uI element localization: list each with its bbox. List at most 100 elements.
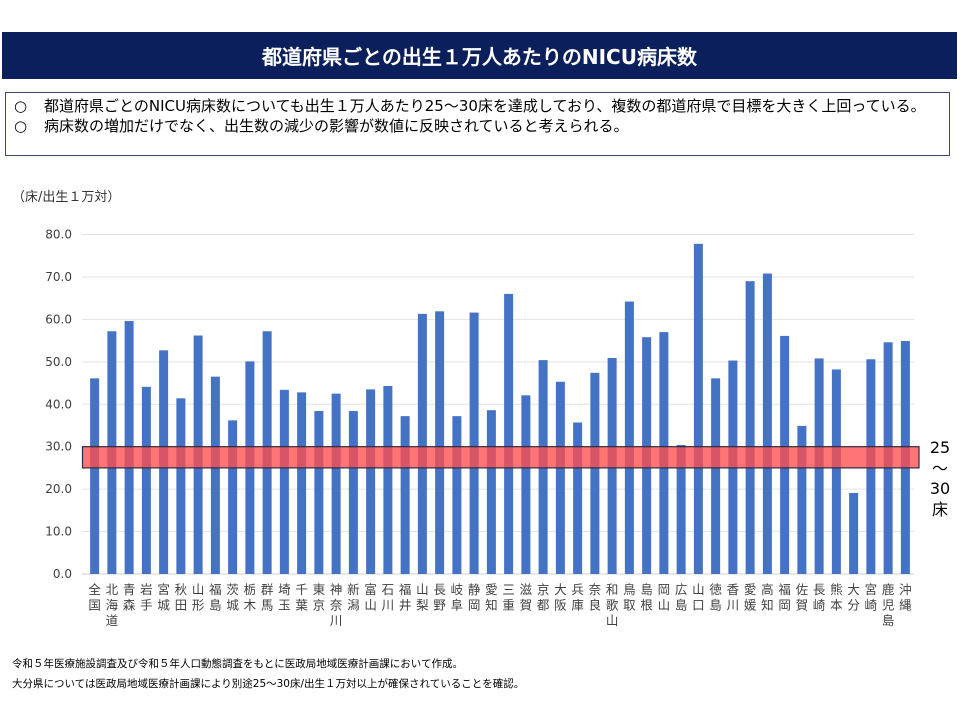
x-tick-char: 阪 bbox=[554, 598, 567, 613]
x-tick-char: 児 bbox=[882, 598, 895, 613]
x-tick-char: 根 bbox=[640, 598, 653, 613]
bar bbox=[573, 422, 583, 574]
x-tick-label: 愛媛 bbox=[744, 582, 757, 613]
bar bbox=[504, 293, 514, 574]
bar bbox=[383, 386, 393, 574]
x-tick-label: 三重 bbox=[502, 582, 515, 613]
bar bbox=[435, 311, 445, 574]
x-tick-label: 香川 bbox=[727, 582, 740, 613]
x-tick-char: 神 bbox=[330, 582, 343, 597]
bar bbox=[366, 389, 376, 574]
target-label-line: ～ bbox=[931, 458, 948, 478]
target-band-layer bbox=[81, 446, 920, 469]
x-tick-char: 滋 bbox=[520, 582, 533, 597]
bar bbox=[331, 393, 341, 574]
y-tick-label: 20.0 bbox=[45, 482, 72, 496]
x-tick-char: 埼 bbox=[278, 582, 291, 597]
circle-bullet-icon: ○ bbox=[14, 97, 28, 115]
bar bbox=[297, 392, 307, 574]
x-tick-char: 崎 bbox=[813, 598, 826, 613]
summary-text: 病床数の増加だけでなく、出生数の減少の影響が数値に反映されていると考えられる。 bbox=[44, 117, 629, 135]
bar bbox=[452, 416, 462, 574]
x-tick-char: 京 bbox=[313, 598, 326, 613]
x-tick-char: 岡 bbox=[658, 582, 671, 597]
x-tick-label: 静岡 bbox=[468, 582, 481, 613]
x-tick-label: 岐阜 bbox=[451, 582, 464, 613]
x-tick-char: 島 bbox=[882, 613, 895, 628]
x-tick-char: 歌 bbox=[606, 598, 619, 613]
x-tick-char: 栃 bbox=[244, 582, 257, 597]
x-tick-char: 大 bbox=[847, 582, 860, 597]
x-tick-char: 静 bbox=[468, 582, 481, 597]
x-tick-label: 山梨 bbox=[416, 582, 429, 613]
x-tick-label: 長崎 bbox=[813, 582, 826, 613]
bar bbox=[521, 395, 531, 574]
x-tick-char: 千 bbox=[295, 582, 308, 597]
x-tick-char: 奈 bbox=[330, 598, 343, 613]
x-tick-char: 島 bbox=[709, 598, 722, 613]
bar bbox=[228, 420, 238, 574]
x-tick-char: 岩 bbox=[140, 582, 153, 597]
x-tick-char: 国 bbox=[88, 598, 101, 613]
x-tick-label: 兵庫 bbox=[571, 582, 584, 613]
circle-bullet-icon: ○ bbox=[14, 117, 28, 135]
target-band-label: 25 ～ 30 床 bbox=[924, 438, 956, 520]
x-tick-char: 馬 bbox=[261, 598, 274, 613]
x-tick-char: 茨 bbox=[226, 582, 239, 597]
x-tick-char: 玉 bbox=[278, 598, 291, 613]
x-tick-char: 熊 bbox=[830, 582, 843, 597]
page-title: 都道府県ごとの出生１万人あたりのNICU病床数 bbox=[262, 45, 697, 69]
x-tick-label: 北海道 bbox=[106, 582, 119, 628]
y-tick-label: 70.0 bbox=[45, 270, 72, 284]
footnote: 大分県については医政局地域医療計画課により別途25～30床/出生１万対以上が確保… bbox=[12, 678, 525, 690]
x-tick-label: 岩手 bbox=[140, 582, 153, 613]
x-tick-char: 岡 bbox=[778, 598, 791, 613]
target-label-line: 床 bbox=[931, 499, 948, 519]
x-tick-label: 埼玉 bbox=[278, 582, 291, 613]
x-tick-char: 長 bbox=[813, 582, 826, 597]
x-tick-char: 山 bbox=[364, 598, 377, 613]
x-tick-char: 道 bbox=[106, 613, 119, 628]
x-tick-char: 潟 bbox=[347, 598, 360, 613]
bar bbox=[279, 389, 289, 574]
target-label-line: 25 bbox=[929, 438, 951, 457]
x-tick-char: 葉 bbox=[295, 598, 308, 613]
x-tick-char: 島 bbox=[640, 582, 653, 597]
x-tick-char: 都 bbox=[537, 598, 550, 613]
x-tick-label: 福岡 bbox=[778, 582, 791, 613]
x-tick-label: 茨城 bbox=[226, 582, 239, 613]
y-tick-label: 10.0 bbox=[45, 525, 72, 539]
x-tick-char: 口 bbox=[692, 598, 705, 613]
x-tick-label: 福井 bbox=[399, 582, 412, 613]
y-tick-label: 80.0 bbox=[45, 228, 72, 242]
x-tick-char: 鹿 bbox=[882, 582, 895, 597]
x-tick-char: 愛 bbox=[485, 582, 498, 597]
x-tick-char: 青 bbox=[123, 582, 136, 597]
y-tick-label: 50.0 bbox=[45, 355, 72, 369]
x-tick-char: 山 bbox=[606, 613, 619, 628]
bar bbox=[555, 381, 565, 574]
x-tick-label: 京都 bbox=[537, 582, 550, 613]
x-tick-char: 山 bbox=[192, 582, 205, 597]
summary-text: 都道府県ごとのNICU病床数についても出生１万人あたり25～30床を達成しており… bbox=[44, 97, 926, 115]
x-tick-char: 川 bbox=[382, 598, 395, 613]
x-tick-label: 石川 bbox=[382, 582, 395, 613]
x-tick-char: 宮 bbox=[865, 582, 878, 597]
x-tick-char: 庫 bbox=[571, 598, 584, 613]
footnote: 令和５年医療施設調査及び令和５年人口動態調査をもとに医政局地域医療計画課において… bbox=[12, 658, 463, 670]
x-tick-char: 城 bbox=[157, 598, 170, 613]
bar bbox=[624, 301, 634, 574]
x-tick-char: 福 bbox=[209, 582, 222, 597]
x-tick-char: 群 bbox=[261, 582, 274, 597]
bar bbox=[745, 281, 755, 574]
x-tick-label: 神奈川 bbox=[330, 582, 343, 628]
x-tick-char: 海 bbox=[106, 598, 119, 613]
x-tick-char: 本 bbox=[830, 598, 843, 613]
x-tick-char: 岡 bbox=[468, 598, 481, 613]
x-tick-char: 知 bbox=[761, 598, 774, 613]
x-tick-char: 賀 bbox=[520, 598, 533, 613]
x-tick-label: 佐賀 bbox=[796, 582, 809, 613]
bar bbox=[400, 416, 410, 574]
x-tick-label: 高知 bbox=[761, 582, 774, 613]
